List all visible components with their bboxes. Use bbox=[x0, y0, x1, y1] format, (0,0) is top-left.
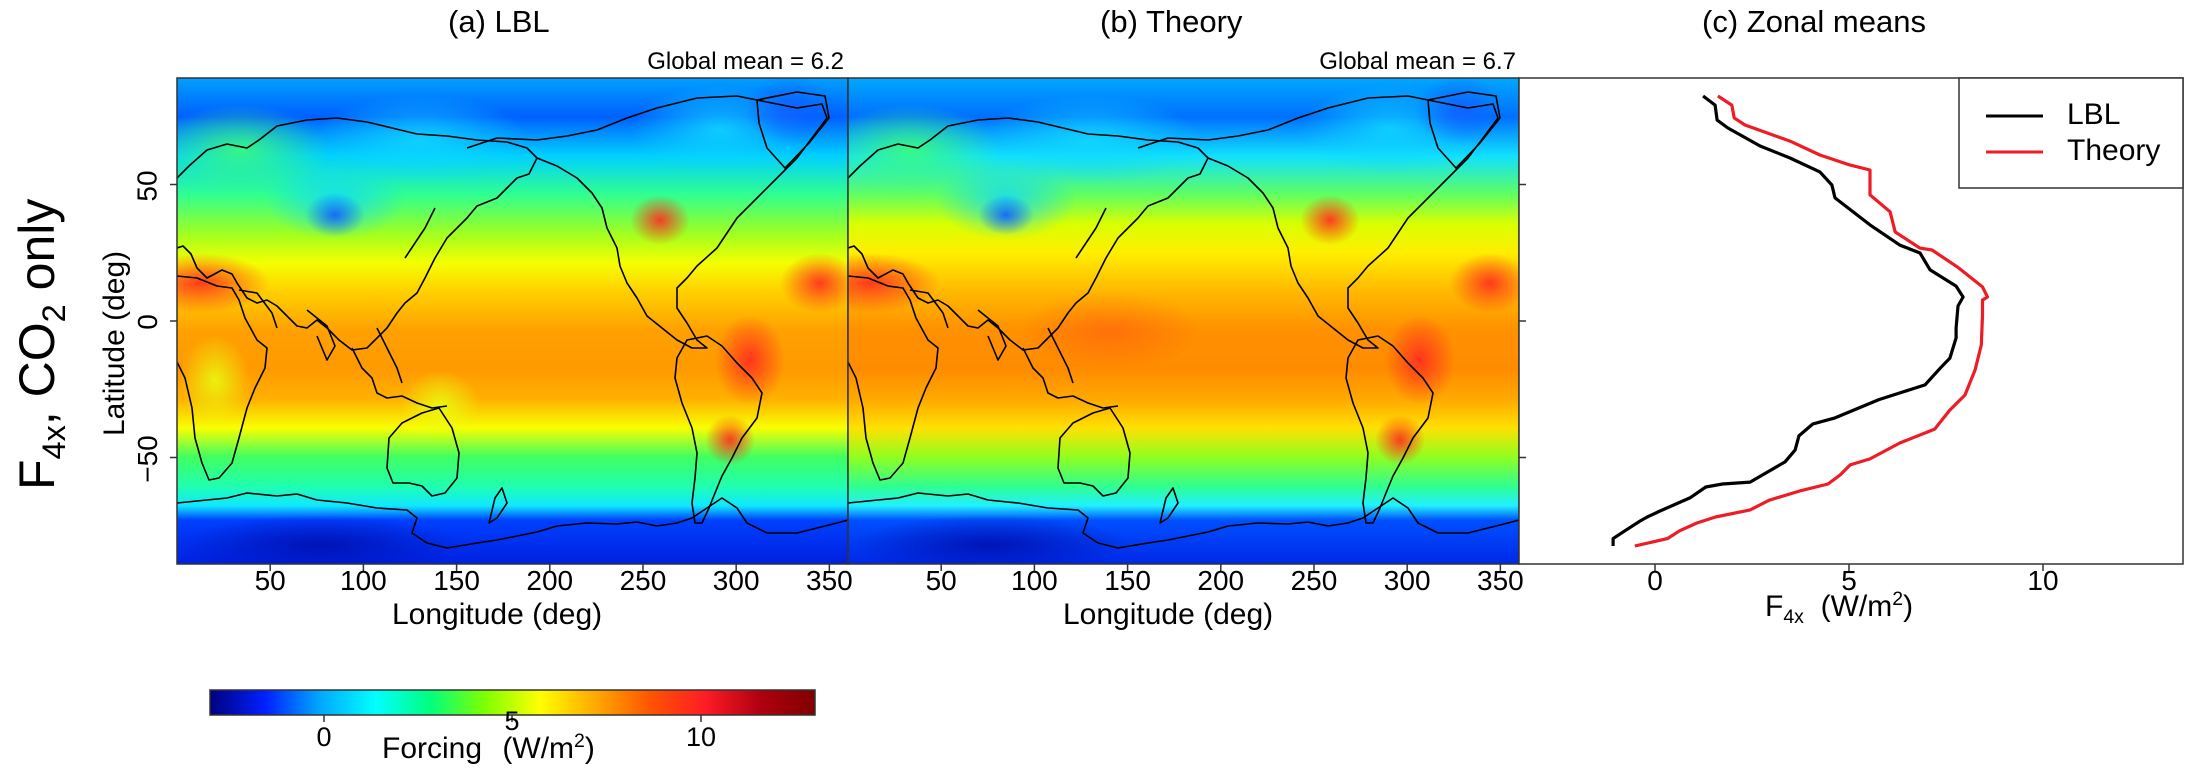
zonal-mean-curves bbox=[1611, 94, 1990, 548]
panel-c-title: (c) Zonal means bbox=[1702, 4, 1926, 39]
zonal-xtick-0: 0 bbox=[1647, 565, 1663, 596]
panel-a-xtick-200: 200 bbox=[526, 565, 574, 596]
zonal-curve-lbl bbox=[1611, 94, 1965, 546]
panel-a-xtick-350: 350 bbox=[806, 565, 853, 596]
panel-b-map bbox=[848, 78, 1519, 564]
panel-a-title: (a) LBL bbox=[448, 4, 550, 39]
colorbar-label-close: ) bbox=[584, 732, 595, 765]
legend-theory-label: Theory bbox=[2067, 134, 2161, 167]
panel-b-xtick-50: 50 bbox=[925, 565, 957, 596]
panel-b-xlabel: Longitude (deg) bbox=[1063, 598, 1274, 631]
zonal-curve-theory bbox=[1634, 94, 1990, 548]
zonal-xlabel-sup: 2 bbox=[1892, 588, 1904, 610]
colorbar-label: Forcing (W/m2) bbox=[382, 730, 595, 766]
panel-b-global-mean: Global mean = 6.7 bbox=[1319, 48, 1516, 75]
panel-a-map bbox=[177, 78, 848, 564]
zonal-xlabel-close: ) bbox=[1903, 590, 1914, 623]
legend-box bbox=[1958, 77, 2184, 189]
panel-b-xtick-300: 300 bbox=[1383, 565, 1431, 596]
zonal-xtick-10: 10 bbox=[2027, 565, 2059, 596]
panel-a-xtick-250: 250 bbox=[619, 565, 667, 596]
panel-b-xtick-100: 100 bbox=[1011, 565, 1058, 596]
zonal-xlabel-units: (W/m bbox=[1803, 590, 1893, 623]
colorbar-tick-0: 0 bbox=[316, 722, 332, 752]
colorbar-label-main: Forcing bbox=[382, 732, 483, 765]
legend-lbl-label: LBL bbox=[2067, 98, 2121, 131]
panel-a-xlabel: Longitude (deg) bbox=[392, 598, 603, 631]
colorbar bbox=[209, 689, 816, 716]
colorbar-label-sup: 2 bbox=[574, 730, 585, 752]
panel-a-xtick-300: 300 bbox=[712, 565, 760, 596]
panel-a-global-mean: Global mean = 6.2 bbox=[647, 48, 844, 75]
zonal-xlabel-f: F bbox=[1765, 590, 1784, 623]
panel-a-xtick-150: 150 bbox=[433, 565, 480, 596]
colorbar-tick-5: 5 bbox=[504, 706, 520, 736]
colorbar-tick-10: 10 bbox=[685, 722, 717, 752]
zonal-xlabel: F4x (W/m2) bbox=[1765, 588, 1913, 629]
panel-b-xtick-150: 150 bbox=[1104, 565, 1151, 596]
zonal-xtick-5: 5 bbox=[1841, 565, 1857, 596]
colorbar-label-units: (W/m bbox=[502, 732, 575, 765]
zonal-xlabel-sub: 4x bbox=[1783, 606, 1804, 628]
panel-b-title: (b) Theory bbox=[1100, 4, 1243, 39]
panel-b-xtick-200: 200 bbox=[1197, 565, 1245, 596]
panel-a-xtick-50: 50 bbox=[254, 565, 286, 596]
panel-a-xtick-100: 100 bbox=[340, 565, 387, 596]
panel-b-xtick-350: 350 bbox=[1477, 565, 1524, 596]
panel-b-xtick-250: 250 bbox=[1290, 565, 1338, 596]
